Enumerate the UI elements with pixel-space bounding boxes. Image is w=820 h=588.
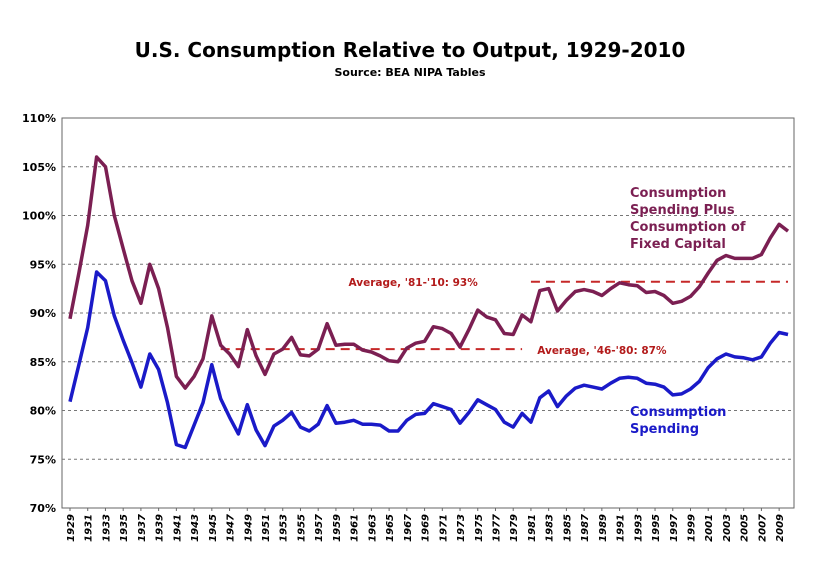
series-line — [68, 155, 790, 390]
x-tick-label: 1931 — [84, 514, 95, 542]
x-tick-label: 1979 — [509, 514, 520, 542]
y-tick-label: 70% — [30, 502, 56, 515]
average-label-background — [532, 343, 671, 359]
chart-title: U.S. Consumption Relative to Output, 192… — [134, 38, 686, 62]
x-tick-label: 2003 — [722, 514, 733, 542]
series-line — [68, 270, 789, 450]
y-tick-label: 75% — [30, 453, 56, 466]
x-tick-label: 1991 — [616, 514, 627, 542]
series-label: Consumption — [630, 186, 726, 201]
x-tick-label: 1999 — [686, 514, 697, 542]
x-tick-label: 2001 — [704, 514, 715, 542]
series-label: Spending — [630, 422, 699, 437]
x-tick-label: 1943 — [190, 514, 201, 542]
x-tick-label: 1951 — [261, 514, 272, 542]
y-tick-label: 80% — [30, 405, 56, 418]
x-tick-label: 1987 — [580, 514, 591, 542]
x-tick-label: 1945 — [208, 514, 219, 542]
x-tick-label: 1955 — [296, 514, 307, 542]
x-tick-label: 1959 — [332, 514, 343, 542]
x-tick-label: 1939 — [155, 514, 166, 542]
y-tick-label: 90% — [30, 307, 56, 320]
series-label: Spending Plus — [630, 203, 735, 218]
x-tick-label: 1995 — [651, 514, 662, 542]
x-tick-label: 2007 — [757, 514, 768, 542]
x-tick-label: 1929 — [66, 514, 77, 542]
x-tick-label: 1997 — [669, 514, 680, 542]
x-tick-label: 1949 — [243, 514, 254, 542]
x-tick-label: 1941 — [172, 514, 183, 542]
y-tick-label: 85% — [30, 356, 56, 369]
x-tick-label: 2005 — [740, 514, 751, 542]
x-tick-label: 1985 — [562, 514, 573, 542]
y-tick-label: 110% — [22, 112, 56, 125]
x-tick-label: 1971 — [438, 514, 449, 542]
x-tick-label: 1993 — [633, 514, 644, 542]
average-label: Average, '46-'80: 87% — [537, 345, 667, 357]
series-label: Fixed Capital — [630, 237, 726, 252]
y-tick-label: 95% — [30, 258, 56, 271]
x-tick-label: 1957 — [314, 514, 325, 542]
chart-subtitle: Source: BEA NIPA Tables — [334, 66, 486, 79]
x-tick-label: 1933 — [101, 514, 112, 542]
x-tick-label: 1965 — [385, 514, 396, 542]
average-label-background — [343, 274, 482, 290]
x-tick-label: 1989 — [598, 514, 609, 542]
x-tick-label: 1961 — [350, 514, 361, 542]
x-tick-label: 1953 — [279, 514, 290, 542]
average-label: Average, '81-'10: 93% — [348, 277, 478, 289]
x-tick-label: 1947 — [226, 514, 237, 542]
x-tick-label: 1983 — [545, 514, 556, 542]
x-tick-label: 1963 — [367, 514, 378, 542]
x-tick-label: 1977 — [491, 514, 502, 542]
x-tick-label: 1967 — [403, 514, 414, 542]
x-tick-label: 1937 — [137, 514, 148, 542]
x-tick-label: 1975 — [474, 514, 485, 542]
x-tick-label: 1981 — [527, 514, 538, 542]
x-tick-label: 2009 — [775, 514, 786, 542]
series-label: Consumption of — [630, 220, 746, 235]
x-tick-label: 1973 — [456, 514, 467, 542]
y-tick-label: 105% — [22, 161, 56, 174]
x-tick-label: 1969 — [421, 514, 432, 542]
y-tick-label: 100% — [22, 210, 56, 223]
x-tick-label: 1935 — [119, 514, 130, 542]
series-label: Consumption — [630, 405, 726, 420]
